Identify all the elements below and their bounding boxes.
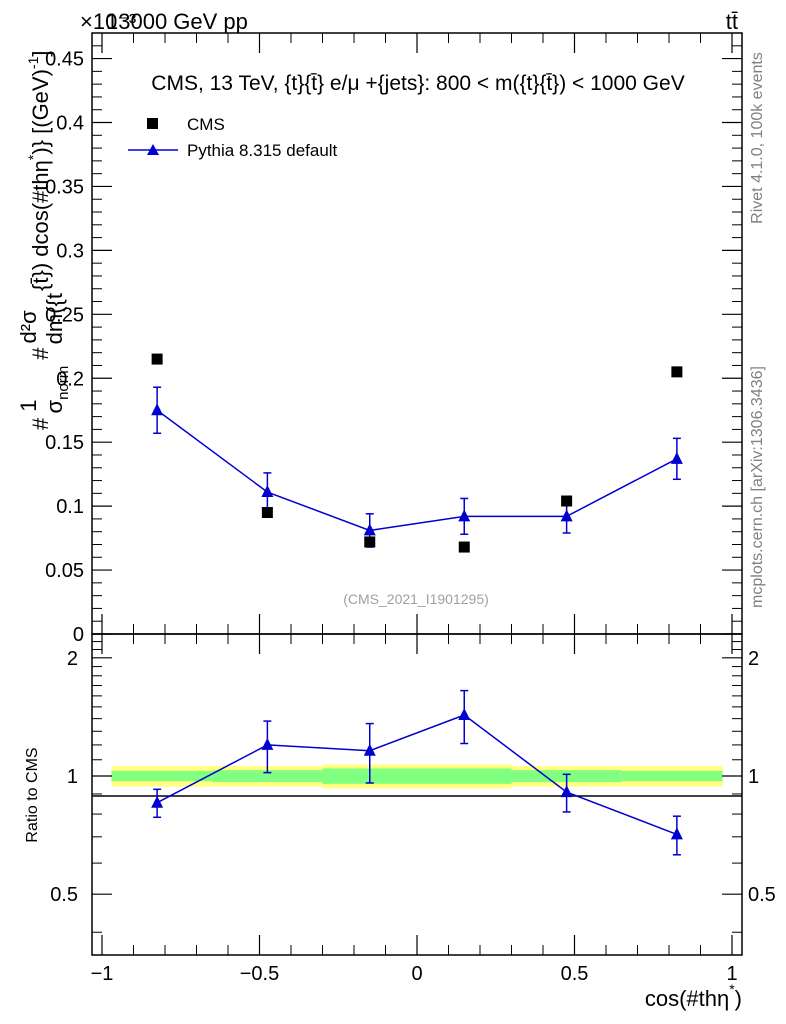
- ratio-ticks: [92, 634, 742, 955]
- main-ytick-label: 0.15: [45, 432, 84, 454]
- main-ytick-label: 0.1: [56, 496, 84, 518]
- ratio-panel: 0.5 0.5 1 1 2 2 −1 −0.5 0 0.5 1 Ratio to CMS cos(…: [24, 633, 776, 1011]
- main-panel: 0 0.05 0.1 0.15 0.2 0.25 0.3 0.35 0.4 0.45 CMS, 1…: [16, 32, 743, 646]
- ratio-frame: [91, 633, 743, 956]
- main-ytick-label: 0: [73, 624, 84, 646]
- xtick-label: 0: [411, 963, 422, 985]
- cms-point: [561, 495, 573, 507]
- main-data: [151, 353, 683, 553]
- xlabel: cos(#thη*): [645, 981, 742, 1011]
- cms-point: [458, 541, 470, 553]
- ratio-point: [151, 795, 164, 808]
- legend-cms-label: CMS: [187, 115, 225, 134]
- legend-pythia-label: Pythia 8.315 default: [187, 141, 338, 160]
- ratio-line: [156, 714, 678, 836]
- main-ylabel: #1σnorm#d²σdm({t{t̄}) dcos(#thη*)} [(GeV…: [16, 51, 72, 431]
- main-ytick-label: 0.4: [56, 113, 84, 135]
- xtick-label: 1: [726, 963, 737, 985]
- legend-cms-marker: [147, 118, 158, 129]
- main-ytick-labels: 0 0.05 0.1 0.15 0.2 0.25 0.3 0.35 0.4 0.45: [45, 49, 84, 646]
- ratio-point: [261, 737, 274, 750]
- ratio-ytick-label: 2: [67, 648, 78, 670]
- cms-point: [151, 353, 163, 365]
- ratio-band-inner: [322, 768, 512, 784]
- watermark: (CMS_2021_I1901295): [343, 591, 489, 607]
- pythia-point: [560, 509, 573, 522]
- ratio-point: [670, 827, 683, 840]
- xtick-label: 0.5: [561, 963, 589, 985]
- pythia-line: [156, 409, 678, 532]
- pythia-point: [151, 403, 164, 416]
- legend-pythia-marker: [147, 144, 159, 155]
- ratio-ytick-label-right: 1: [748, 766, 759, 788]
- pythia-point: [261, 485, 274, 498]
- ratio-point: [560, 785, 573, 798]
- cms-point: [364, 536, 376, 548]
- rivet-label: Rivet 4.1.0, 100k events: [749, 52, 766, 224]
- main-ticks: [92, 32, 742, 635]
- chart-title: CMS, 13 TeV, {t}{t̄} e/μ +{jets}: 800 < …: [151, 72, 684, 95]
- exponent-label: ×10⁻³: [80, 9, 136, 34]
- legend: CMS Pythia 8.315 default: [128, 115, 338, 160]
- ratio-band-inner: [621, 770, 723, 782]
- ratio-ytick-label-right: 0.5: [748, 884, 776, 906]
- pythia-point: [363, 523, 376, 536]
- xtick-labels: −1 −0.5 0 0.5 1: [91, 963, 738, 985]
- process-label: tt̄: [726, 9, 738, 34]
- ratio-ytick-label-right: 2: [748, 648, 759, 670]
- mcplots-label: mcplots.cern.ch [arXiv:1306.3436]: [749, 366, 766, 608]
- main-ytick-label: 0.05: [45, 560, 84, 582]
- ratio-bands: [111, 764, 723, 789]
- main-ytick-label: 0.45: [45, 49, 84, 71]
- ratio-point: [458, 708, 471, 721]
- ratio-ytick-labels: 0.5 0.5 1 1 2 2: [50, 648, 776, 906]
- ratio-band-inner: [212, 770, 323, 783]
- pythia-point: [458, 509, 471, 522]
- xtick-label: −0.5: [240, 963, 279, 985]
- main-ytick-label: 0.3: [56, 240, 84, 262]
- main-ytick-label: 0.2: [56, 368, 84, 390]
- xtick-label: −1: [91, 963, 114, 985]
- ratio-ytick-label: 0.5: [50, 884, 78, 906]
- ratio-point: [363, 743, 376, 756]
- energy-label: 13000 GeV pp: [106, 9, 248, 34]
- cms-point: [671, 366, 683, 378]
- main-ytick-label: 0.35: [45, 176, 84, 198]
- cms-point: [261, 507, 273, 519]
- svg-text:#1σnorm#d²σdm({t{t̄}) dcos(#th: #1σnorm#d²σdm({t{t̄}) dcos(#thη*)} [(GeV…: [16, 51, 72, 431]
- ratio-ytick-label: 1: [67, 766, 78, 788]
- ratio-ylabel: Ratio to CMS: [24, 747, 41, 842]
- ratio-band-inner: [111, 770, 213, 782]
- pythia-point: [670, 451, 683, 464]
- ratio-data: [151, 689, 683, 856]
- main-ytick-label: 0.25: [45, 304, 84, 326]
